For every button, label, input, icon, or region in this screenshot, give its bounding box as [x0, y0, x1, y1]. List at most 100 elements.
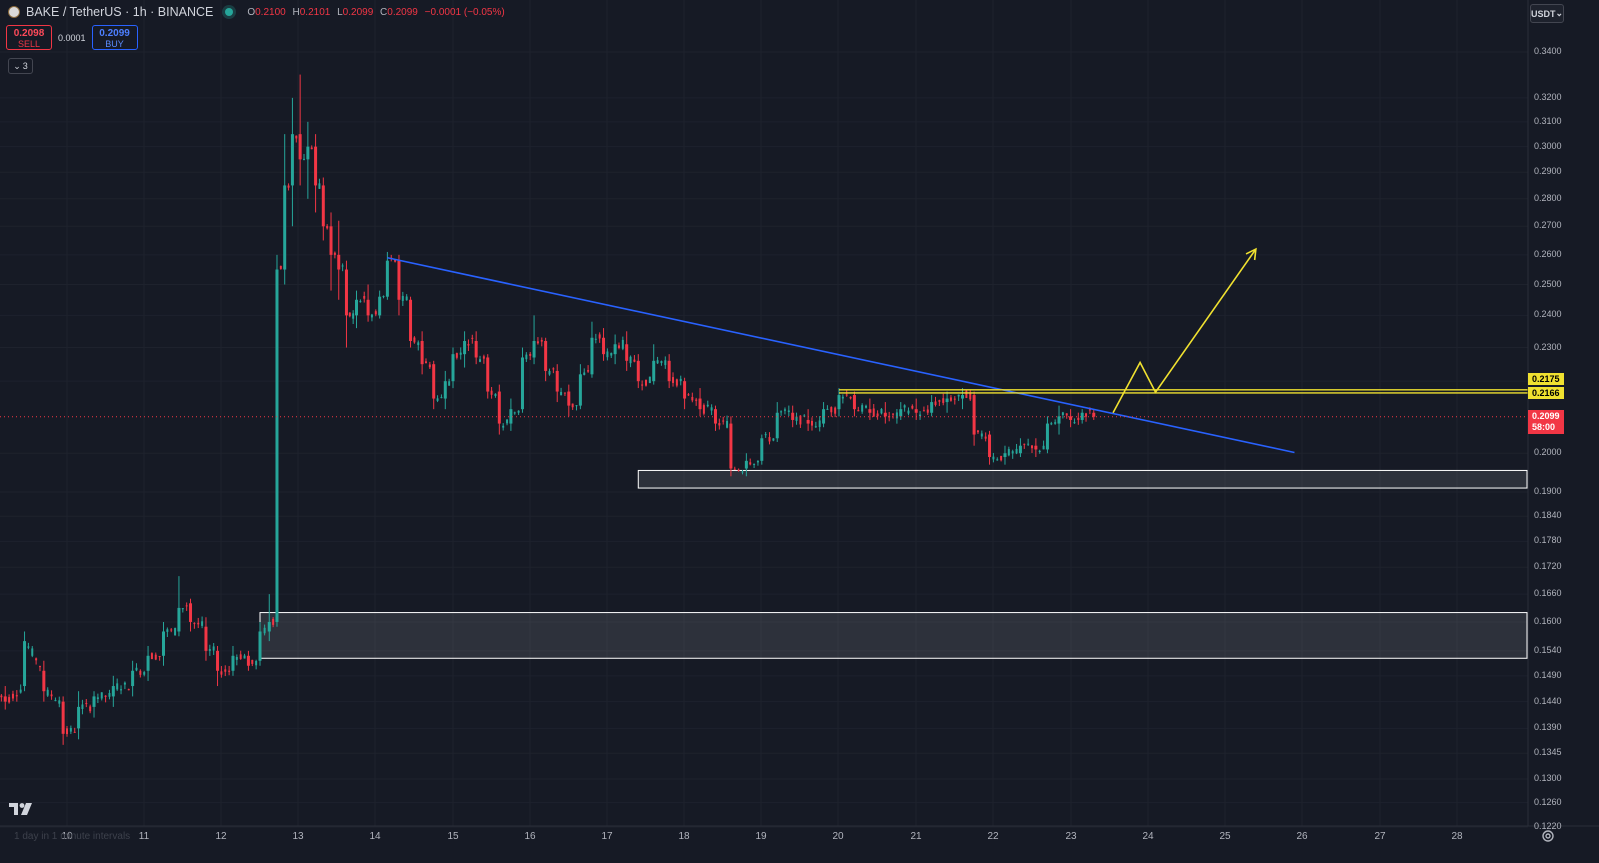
candle-fill [733, 468, 736, 470]
candle [397, 260, 401, 300]
support-zone [637, 469, 1528, 489]
time-tick-label: 18 [678, 831, 690, 842]
candle-fill [737, 469, 740, 471]
candle-fill [31, 648, 34, 656]
candle-fill [984, 436, 987, 439]
candle [613, 344, 617, 355]
candle [344, 269, 348, 316]
candle-fill [394, 259, 397, 262]
candle-fill [1000, 455, 1003, 461]
price-tick-label: 0.1440 [1534, 695, 1562, 706]
candle [760, 438, 764, 461]
candle-fill [529, 353, 532, 356]
candle-fill [193, 622, 196, 624]
price-tick-label: 0.3400 [1534, 46, 1562, 56]
resistance-upper-tag: 0.2175 [1528, 373, 1564, 385]
candle [988, 434, 992, 458]
candle-fill [235, 656, 238, 660]
candle [1069, 416, 1073, 420]
candle-fill [865, 405, 868, 408]
candle-fill [318, 183, 321, 189]
candle-fill [965, 390, 968, 398]
candle-fill [201, 621, 204, 626]
candle-fill [170, 629, 173, 631]
candle-fill [224, 669, 227, 672]
price-tick-label: 0.3000 [1534, 140, 1562, 151]
candle-fill [679, 378, 682, 382]
candle-fill [540, 339, 543, 342]
candle-fill [158, 655, 161, 657]
spread-value: 0.0001 [58, 32, 86, 43]
candle [567, 391, 571, 406]
candle-fill [702, 405, 705, 414]
buy-button[interactable]: 0.2099 BUY [91, 25, 138, 50]
price-tick-label: 0.1660 [1534, 588, 1562, 599]
candle-fill [517, 410, 520, 413]
candle-fill [691, 396, 694, 401]
candle-fill [424, 361, 427, 364]
trade-panel: 0.2098 SELL 0.0001 0.2099 BUY [6, 25, 138, 50]
candle-fill [482, 356, 485, 359]
candle-fill [116, 683, 119, 690]
candle-fill [1061, 412, 1064, 416]
candle [945, 398, 949, 403]
candle [337, 254, 341, 270]
candle [636, 360, 640, 382]
symbol-title[interactable]: BAKE / TetherUS · 1h · BINANCE [26, 5, 214, 19]
tradingview-logo-icon[interactable] [9, 802, 33, 816]
candle-fill [583, 372, 586, 375]
market-status-icon[interactable] [225, 8, 234, 16]
candle-fill [648, 376, 651, 384]
candle-fill [552, 368, 555, 370]
candle-fill [54, 699, 57, 701]
symbol-header[interactable]: BAKE / TetherUS · 1h · BINANCE O0.2100 H… [8, 5, 509, 19]
candle [432, 364, 436, 399]
candle [204, 626, 208, 651]
price-tick-label: 0.2800 [1534, 192, 1562, 203]
price-tick-label: 0.1840 [1534, 510, 1562, 521]
candle [61, 701, 65, 734]
candle-fill [992, 456, 995, 460]
candle-fill [243, 655, 246, 659]
resistance-lower-tag: 0.2166 [1528, 387, 1564, 399]
candle [683, 381, 687, 399]
support-zone [259, 612, 1528, 659]
currency-select[interactable]: USDT ⌄ [1530, 4, 1564, 23]
candle-fill [818, 420, 821, 428]
candle-fill [996, 459, 999, 461]
candle [146, 655, 150, 671]
indicators-toggle[interactable]: ⌄ 3 [8, 58, 33, 74]
candle-fill [166, 629, 169, 632]
candle-fill [841, 396, 844, 399]
candle-fill [672, 377, 675, 383]
price-tick-label: 0.2400 [1534, 309, 1562, 320]
candle-fill [255, 660, 258, 666]
candle-fill [826, 408, 829, 410]
candle-fill [279, 265, 282, 269]
candle-fill [571, 403, 574, 408]
candle [744, 460, 748, 469]
time-tick-label: 10 [61, 831, 73, 842]
candle [409, 299, 413, 342]
time-tick-label: 15 [447, 831, 459, 842]
candle-fill [560, 391, 563, 396]
candle-fill [953, 398, 956, 400]
candle-fill [726, 420, 729, 428]
candle-fill [81, 704, 84, 709]
time-tick-label: 23 [1065, 831, 1077, 842]
candle [486, 357, 490, 392]
candle [177, 607, 181, 632]
candle-fill [587, 370, 590, 372]
price-tick-label: 0.1390 [1534, 722, 1562, 733]
gear-icon[interactable] [1541, 829, 1555, 843]
sell-button[interactable]: 0.2098 SELL [6, 25, 52, 50]
candle-fill [957, 394, 960, 397]
projection-arrowhead [1245, 247, 1257, 261]
time-tick-label: 26 [1296, 831, 1308, 842]
candle-fill [471, 337, 474, 339]
candle-fill [401, 295, 404, 301]
candle [267, 621, 271, 632]
candle-fill [621, 339, 624, 349]
candle-fill [764, 434, 767, 436]
